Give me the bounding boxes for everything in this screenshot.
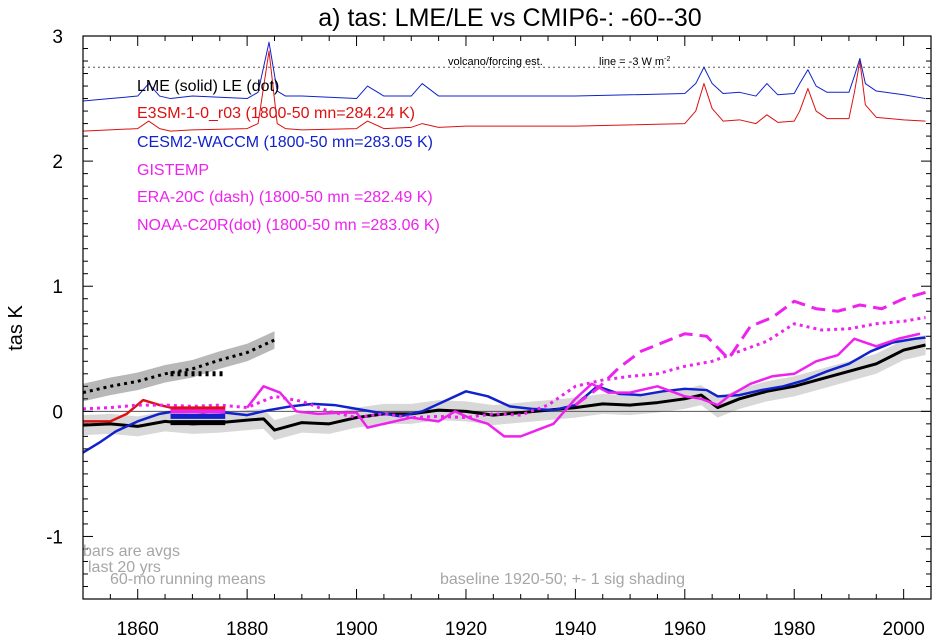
- x-tick-label: 1940: [554, 619, 596, 640]
- x-tick-label: 1900: [335, 619, 377, 640]
- series-e3sm-volcanic: [82, 50, 926, 132]
- series-gistemp: [246, 332, 921, 438]
- plot-frame: [82, 35, 932, 600]
- legend-entry-cesm2: CESM2-WACCM (1800-50 mn=283.05 K): [137, 134, 433, 151]
- volcano-note: volcano/forcing est.: [448, 56, 543, 68]
- y-tick-label: -1: [46, 527, 63, 548]
- y-tick-label: 3: [52, 27, 63, 48]
- le-sigma-shading: [83, 331, 275, 402]
- line-note: line = -3 W m-2: [599, 56, 670, 68]
- running-means-note: 60-mo running means: [110, 571, 266, 588]
- line-note-text: line = -3 W m: [599, 56, 664, 68]
- baseline-note: baseline 1920-50; +- 1 sig shading: [440, 571, 685, 588]
- series-era-20c-dash: [574, 291, 926, 407]
- series-le-dot: [82, 338, 276, 395]
- chart-title: a) tas: LME/LE vs CMIP6-: -60--30: [318, 4, 701, 32]
- x-tick-label: 1920: [445, 619, 487, 640]
- x-tick-label: 2000: [883, 619, 925, 640]
- x-tick-label: 1960: [664, 619, 706, 640]
- plot-area: [82, 41, 931, 454]
- series-cesm2-volcanic: [82, 41, 926, 102]
- x-tick-label: 1980: [773, 619, 815, 640]
- y-tick-label: 2: [52, 152, 63, 173]
- legend: LME (solid) LE (dot) E3SM-1-0_r03 (1800-…: [137, 78, 440, 234]
- annotations: volcano/forcing est. line = -3 W m-2 bar…: [83, 56, 685, 588]
- series-lme-solid: [82, 343, 926, 432]
- y-tick-label: 1: [52, 277, 63, 298]
- series-noaa-c20r-dot: [82, 316, 926, 420]
- legend-entry-era20c: ERA-20C (dash) (1800-50 mn =282.49 K): [137, 189, 433, 206]
- axis-ticks: 1860 1880 1900 1920 1940 1960 1980 2000 -1 0 1 2 3: [46, 27, 932, 640]
- y-axis-label: tas K: [5, 305, 27, 351]
- x-tick-label: 1860: [117, 619, 159, 640]
- legend-entry-e3sm: E3SM-1-0_r03 (1800-50 mn=284.24 K): [137, 105, 415, 122]
- legend-entry-lme-le: LME (solid) LE (dot): [137, 78, 279, 95]
- legend-entry-noaa-c20r: NOAA-C20R(dot) (1800-50 mn =283.06 K): [137, 217, 440, 234]
- line-note-sup: -2: [664, 56, 670, 63]
- x-tick-label: 1880: [226, 619, 268, 640]
- lme-sigma-shading: [83, 335, 926, 441]
- legend-entry-gistemp: GISTEMP: [137, 162, 209, 179]
- bars-note-line2: last 20 yrs: [88, 559, 161, 576]
- y-tick-label: 0: [52, 402, 63, 423]
- bars-note-line1: bars are avgs: [83, 543, 180, 560]
